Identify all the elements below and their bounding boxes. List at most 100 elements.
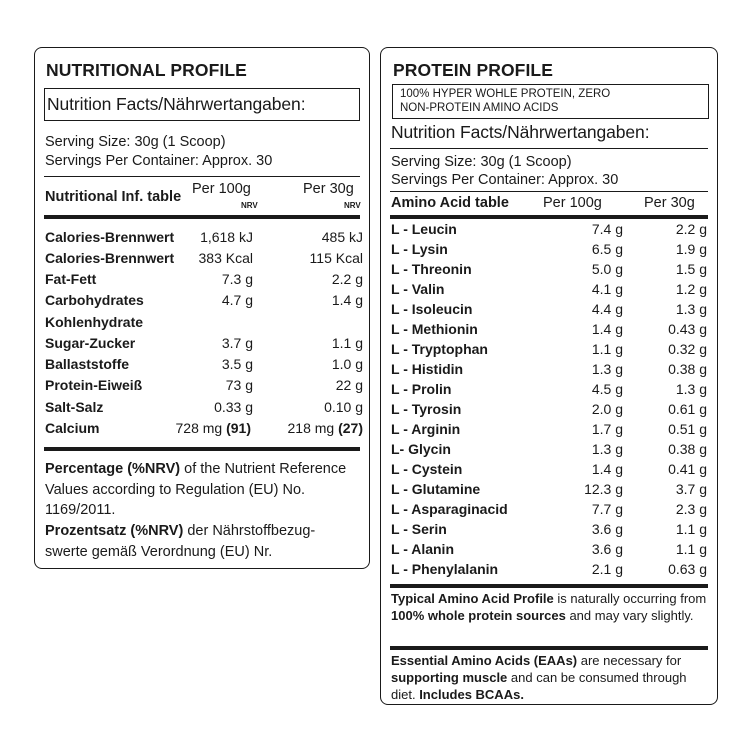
nutritional-profile-title: NUTRITIONAL PROFILE: [46, 60, 247, 80]
value-per-100g: 4.1 g: [591, 281, 623, 297]
table-row: L - Asparaginacid 7.7 g 2.3 g: [391, 499, 711, 519]
calcium-per-30g: 218 mg (27): [288, 418, 364, 438]
footnote-de-text: der Nährstoffbezug-swerte gemäß Verordnu…: [45, 523, 316, 560]
table-row: Protein-Eiweiß 73 g 22 g: [45, 375, 365, 395]
note1-bold-1: Typical Amino Acid Profile: [391, 591, 554, 606]
servings-per-container: Servings Per Container: Approx. 30: [45, 153, 273, 169]
table-row: L - Cystein 1.4 g 0.41 g: [391, 459, 711, 479]
table-row: L - Tryptophan 1.1 g 0.32 g: [391, 339, 711, 359]
value-per-100g: 2.0 g: [591, 401, 623, 417]
amino-acid-label: L - Histidin: [391, 361, 464, 377]
nutrition-facts-box: Nutrition Facts/Nährwertangaben:: [44, 88, 360, 121]
value-per-100g: 4.7 g: [221, 292, 253, 308]
table-row: L - Prolin 4.5 g 1.3 g: [391, 379, 711, 399]
value-per-100g: 4.4 g: [591, 301, 623, 317]
protein-subtitle-box: 100% HYPER WOHLE PROTEIN, ZERO NON-PROTE…: [392, 84, 709, 119]
value-per-30g: 3.7 g: [675, 481, 707, 497]
value-per-30g: 1.1 g: [331, 335, 363, 351]
col-per-30g: Per 30g: [303, 181, 354, 197]
thick-divider: [44, 215, 360, 219]
table-row: L - Alanin 3.6 g 1.1 g: [391, 539, 711, 559]
divider: [44, 176, 360, 177]
value-per-30g: 0.51 g: [668, 421, 707, 437]
value-per-100g: 1,618 kJ: [200, 229, 253, 245]
value-per-100g: 73 g: [225, 377, 253, 393]
table-row: L - Isoleucin 4.4 g 1.3 g: [391, 299, 711, 319]
table-row: L - Lysin 6.5 g 1.9 g: [391, 239, 711, 259]
thick-divider: [390, 646, 708, 650]
table-row: L- Glycin 1.3 g 0.38 g: [391, 439, 711, 459]
value-per-100g: 7.3 g: [221, 271, 253, 287]
value-per-100g: 3.6 g: [591, 521, 623, 537]
table-row: L - Glutamine 12.3 g 3.7 g: [391, 479, 711, 499]
amino-profile-note: Typical Amino Acid Profile is naturally …: [391, 590, 707, 624]
value-per-100g: 7.4 g: [591, 221, 623, 237]
table-row: Carbohydrates 4.7 g 1.4 g: [45, 290, 365, 310]
nutrient-label: Calories-Brennwert: [45, 250, 175, 266]
thick-divider: [44, 447, 360, 451]
protein-profile-title: PROTEIN PROFILE: [393, 60, 553, 80]
calcium-nrv-100g: (91): [226, 420, 251, 436]
nutrient-label: Sugar-Zucker: [45, 335, 136, 351]
table-header-label: Nutritional Inf. table: [45, 189, 182, 205]
note2-text-2: and can be consumed through diet.: [391, 670, 687, 702]
value-per-30g: 115 Kcal: [309, 250, 363, 266]
amino-acid-label: L - Valin: [391, 281, 445, 297]
value-per-30g: 1.3 g: [675, 301, 707, 317]
value-per-30g: 1.0 g: [331, 356, 363, 372]
value-per-100g: 1.3 g: [591, 441, 623, 457]
divider: [390, 148, 708, 149]
value-per-30g: 0.38 g: [668, 441, 707, 457]
servings-per-container: Servings Per Container: Approx. 30: [391, 172, 619, 188]
table-row: L - Threonin 5.0 g 1.5 g: [391, 259, 711, 279]
table-row: L - Methionin 1.4 g 0.43 g: [391, 319, 711, 339]
value-per-100g: 0.33 g: [214, 399, 253, 415]
note2-bold-1: Essential Amino Acids (EAAs): [391, 653, 578, 668]
note2-bold-2: supporting muscle: [391, 670, 508, 685]
table-row: Calories-Brennwert 1,618 kJ 485 kJ: [45, 227, 365, 247]
value-per-30g: 1.3 g: [675, 381, 707, 397]
value-per-100g: 1.3 g: [591, 361, 623, 377]
eaa-note: Essential Amino Acids (EAAs) are necessa…: [391, 652, 707, 703]
table-row: Calories-Brennwert 383 Kcal 115 Kcal: [45, 248, 365, 268]
value-per-30g: 1.1 g: [675, 521, 707, 537]
value-per-30g: 1.5 g: [675, 261, 707, 277]
table-row: L - Serin 3.6 g 1.1 g: [391, 519, 711, 539]
value-per-100g: 5.0 g: [591, 261, 623, 277]
amino-acid-label: L - Asparaginacid: [391, 501, 508, 517]
table-row: L - Leucin 7.4 g 2.2 g: [391, 219, 711, 239]
protein-subtitle-line2: NON-PROTEIN AMINO ACIDS: [400, 102, 559, 114]
thick-divider: [390, 215, 708, 219]
value-per-30g: 0.32 g: [668, 341, 707, 357]
nutrient-label: Calories-Brennwert: [45, 229, 175, 245]
value-per-30g: 2.2 g: [675, 221, 707, 237]
amino-acid-label: L - Methionin: [391, 321, 478, 337]
value-per-30g: 0.63 g: [668, 561, 707, 577]
protein-profile-panel: PROTEIN PROFILE 100% HYPER WOHLE PROTEIN…: [380, 47, 718, 705]
amino-acid-label: L - Threonin: [391, 261, 472, 277]
nutritional-profile-panel: NUTRITIONAL PROFILE Nutrition Facts/Nähr…: [34, 47, 370, 569]
col-per-100g: Per 100g: [192, 181, 251, 197]
col-nrv-100g: NRV: [241, 201, 258, 210]
calcium-nrv-30g: (27): [338, 420, 363, 436]
amino-acid-label: L- Glycin: [391, 441, 451, 457]
calcium-row: Calcium 728 mg (91) 218 mg (27): [45, 418, 365, 438]
col-nrv-30g: NRV: [344, 201, 361, 210]
amino-acid-label: L - Tryptophan: [391, 341, 488, 357]
nutrient-label: Salt-Salz: [45, 399, 104, 415]
note2-text-1: are necessary for: [577, 653, 682, 668]
amino-acid-label: L - Glutamine: [391, 481, 481, 497]
amino-acid-label: L - Cystein: [391, 461, 463, 477]
value-per-30g: 0.43 g: [668, 321, 707, 337]
value-per-30g: 0.61 g: [668, 401, 707, 417]
value-per-30g: 1.4 g: [331, 292, 363, 308]
footnote-de-bold: Prozentsatz (%NRV): [45, 523, 184, 539]
table-row: L - Tyrosin 2.0 g 0.61 g: [391, 399, 711, 419]
serving-size: Serving Size: 30g (1 Scoop): [45, 134, 226, 150]
amino-acid-label: L - Lysin: [391, 241, 448, 257]
table-row: L - Phenylalanin 2.1 g 0.63 g: [391, 559, 711, 579]
nutrition-facts-title: Nutrition Facts/Nährwertangaben:: [391, 122, 650, 142]
amino-acid-label: L - Tyrosin: [391, 401, 462, 417]
amino-acid-label: L - Isoleucin: [391, 301, 473, 317]
amino-acid-label: L - Arginin: [391, 421, 461, 437]
